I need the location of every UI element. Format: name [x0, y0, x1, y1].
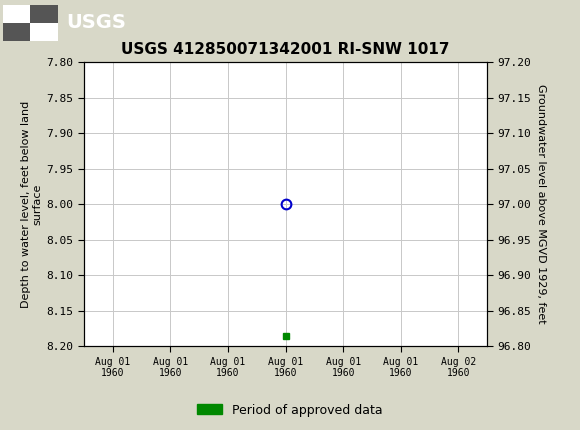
- Bar: [3, 22, 30, 41]
- Legend: Period of approved data: Period of approved data: [192, 399, 388, 421]
- Text: USGS: USGS: [67, 13, 126, 32]
- Y-axis label: Depth to water level, feet below land
surface: Depth to water level, feet below land su…: [21, 101, 42, 308]
- Bar: [3, 4, 58, 41]
- Y-axis label: Groundwater level above MGVD 1929, feet: Groundwater level above MGVD 1929, feet: [535, 84, 546, 324]
- Bar: [30, 4, 58, 22]
- Title: USGS 412850071342001 RI-SNW 1017: USGS 412850071342001 RI-SNW 1017: [121, 42, 450, 57]
